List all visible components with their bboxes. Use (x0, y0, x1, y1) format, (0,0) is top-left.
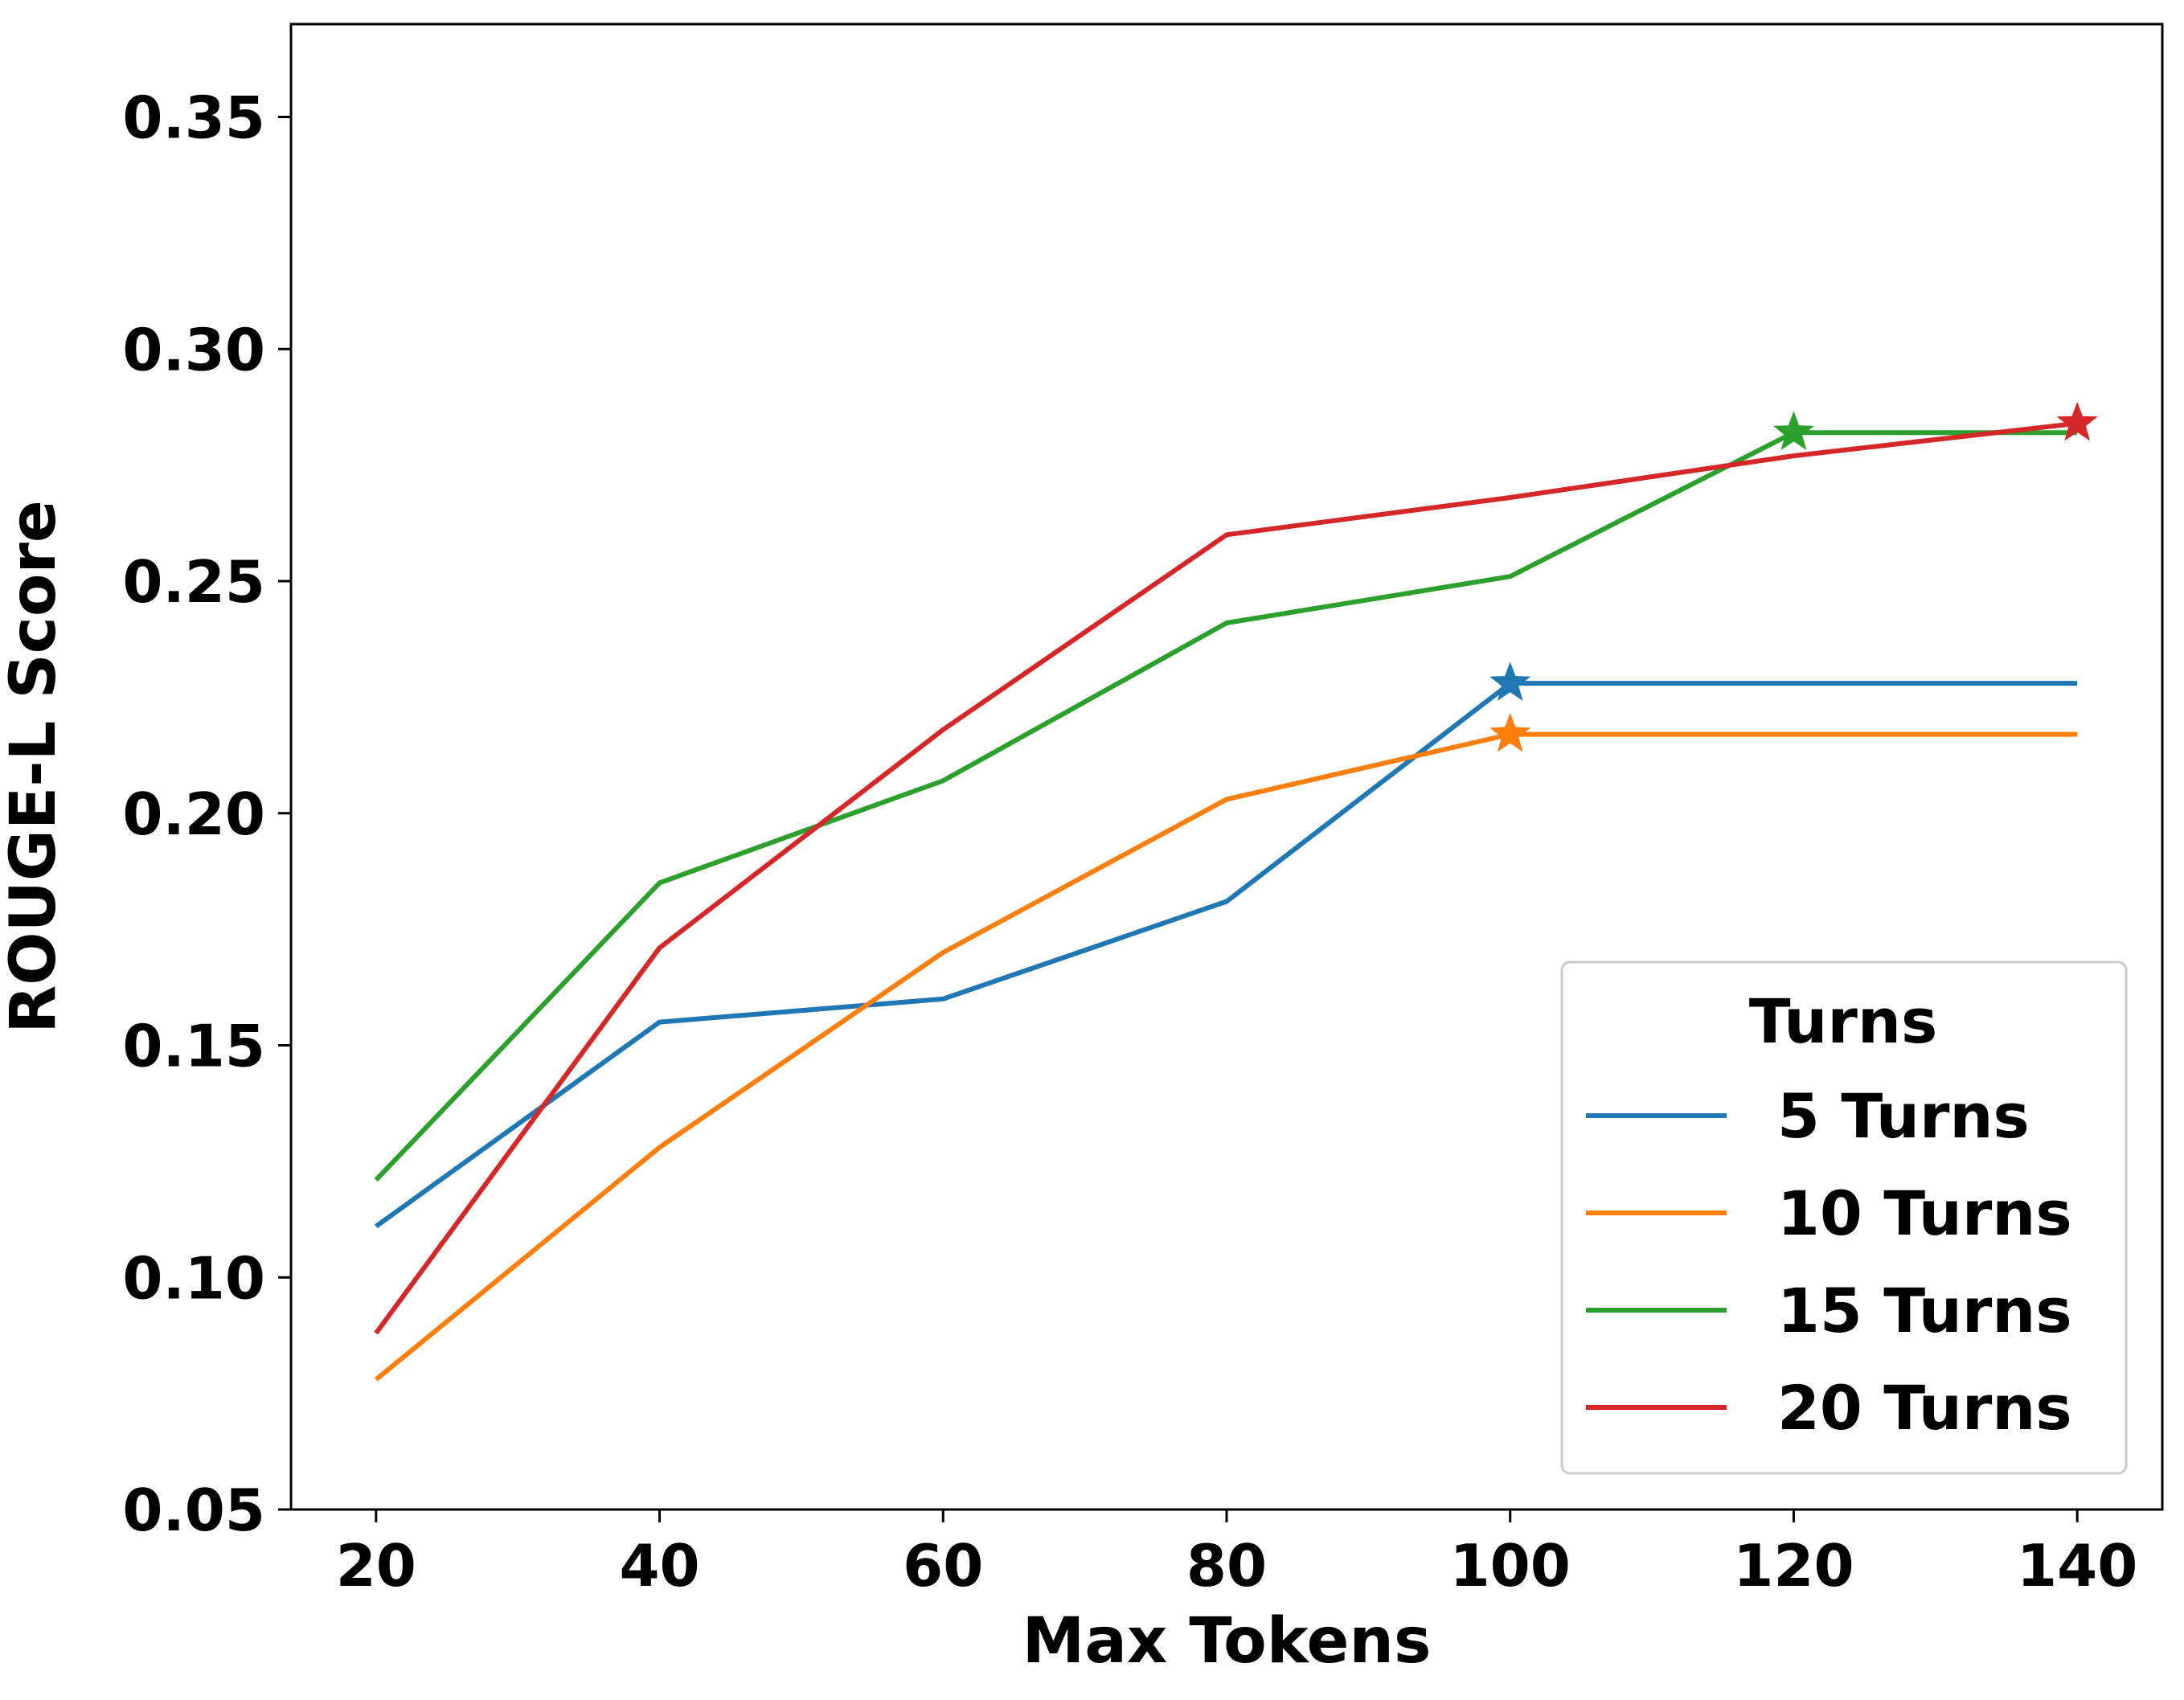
y-tick-label: 0.30 (122, 316, 265, 383)
x-tick-label: 140 (2017, 1532, 2137, 1600)
best-star-marker-20-turns (2056, 401, 2098, 441)
x-tick-label: 80 (1186, 1532, 1267, 1600)
x-axis-ticks: 20 40 60 80 100 120 140 (336, 1510, 2137, 1600)
legend-label: 15 Turns (1777, 1275, 2072, 1346)
y-tick-label: 0.10 (122, 1244, 265, 1312)
y-tick-label: 0.15 (122, 1013, 265, 1080)
x-tick-label: 60 (903, 1532, 983, 1600)
series-line-20-turns (374, 420, 2078, 1335)
legend-label: 5 Turns (1777, 1080, 2030, 1152)
best-star-marker-15-turns (1772, 411, 1815, 450)
legend-label: 10 Turns (1777, 1178, 2072, 1249)
legend-title: Turns (1749, 985, 1937, 1057)
x-tick-label: 100 (1450, 1532, 1571, 1600)
x-tick-label: 40 (619, 1532, 699, 1600)
legend-box (1560, 961, 2128, 1475)
y-tick-label: 0.05 (122, 1477, 265, 1544)
series-line-10-turns (374, 731, 2078, 1382)
legend-items: 5 Turns 10 Turns 15 Turns 20 Turns (1586, 1080, 2072, 1444)
series-line-5-turns (375, 681, 2078, 1229)
y-tick-label: 0.20 (122, 780, 265, 848)
best-star-marker-5-turns (1489, 662, 1531, 701)
legend-label: 20 Turns (1777, 1372, 2072, 1444)
y-tick-label: 0.35 (122, 84, 265, 152)
y-axis-ticks: 0.05 0.10 0.15 0.20 0.25 0.30 0.35 (122, 84, 291, 1544)
y-tick-label: 0.25 (122, 548, 265, 616)
best-marker-layer (1489, 401, 2098, 752)
x-tick-label: 120 (1733, 1532, 1854, 1600)
legend: Turns 5 Turns 10 Turns 15 Turns 20 Turns (1560, 961, 2128, 1475)
y-axis-label: ROUGE-L Score (0, 500, 70, 1034)
x-tick-label: 20 (336, 1532, 416, 1600)
x-axis-label: Max Tokens (1022, 1605, 1432, 1677)
best-star-marker-10-turns (1489, 712, 1531, 752)
